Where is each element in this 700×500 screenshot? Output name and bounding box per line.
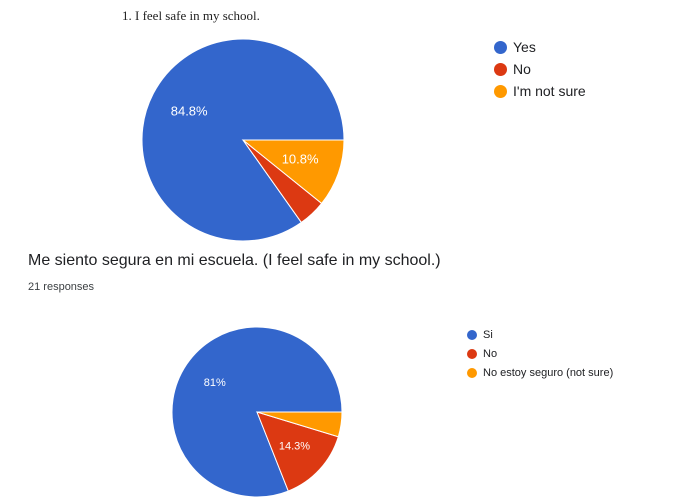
legend-2-swatch-not-sure bbox=[467, 367, 477, 378]
legend-2-label-si: Si bbox=[483, 328, 493, 341]
legend-1-swatch-not-sure bbox=[494, 84, 507, 98]
legend-1-swatch-no bbox=[494, 62, 507, 76]
chart-2-response-count: 21 responses bbox=[28, 281, 95, 293]
legend-1-label-not-sure: I'm not sure bbox=[513, 83, 586, 99]
pie-2-slice-label-1: 14.3% bbox=[279, 440, 310, 452]
pie-chart-1: 84.8% 10.8% bbox=[141, 38, 345, 242]
legend-1-item-not-sure: I'm not sure bbox=[494, 80, 586, 102]
legend-2-swatch-si bbox=[467, 329, 477, 340]
legend-2-item-si: Si bbox=[467, 325, 613, 344]
legend-2-label-not-sure: No estoy seguro (not sure) bbox=[483, 366, 614, 379]
pie-2-slice-0 bbox=[171, 326, 343, 498]
chart-1-title: 1. I feel safe in my school. bbox=[122, 8, 260, 23]
legend-2-label-no: No bbox=[483, 347, 498, 360]
chart-2-title: Me siento segura en mi escuela. (I feel … bbox=[28, 252, 441, 269]
pie-2-slice-2 bbox=[256, 411, 343, 438]
legend-1-label-yes: Yes bbox=[513, 39, 536, 55]
legend-1-label-no: No bbox=[513, 61, 531, 77]
legend-2-swatch-no bbox=[467, 348, 477, 359]
legend-2-item-not-sure: No estoy seguro (not sure) bbox=[467, 363, 613, 382]
legend-1-item-yes: Yes bbox=[494, 36, 586, 58]
pie-2-slice-label-0: 81% bbox=[204, 377, 226, 389]
pie-1-slice-label-0: 84.8% bbox=[171, 104, 208, 119]
legend-1-swatch-yes bbox=[494, 40, 507, 54]
pie-1-slice-label-2: 10.8% bbox=[282, 152, 319, 167]
legend-2: Si No No estoy seguro (not sure) bbox=[467, 325, 613, 382]
legend-2-item-no: No bbox=[467, 344, 613, 363]
legend-1-item-no: No bbox=[494, 58, 586, 80]
legend-1: Yes No I'm not sure bbox=[494, 36, 586, 102]
pie-1-slice-2 bbox=[241, 139, 345, 205]
pie-2-slice-1 bbox=[256, 411, 339, 492]
